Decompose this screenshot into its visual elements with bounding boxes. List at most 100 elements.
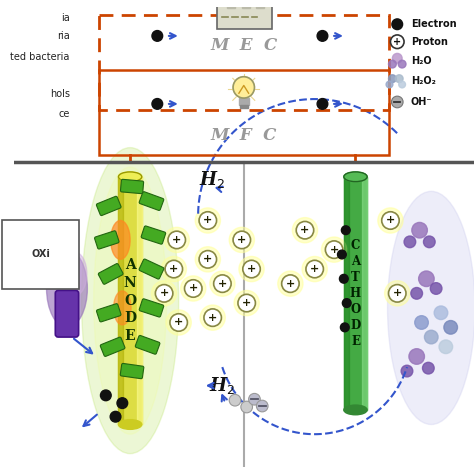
Text: H₂O₂: H₂O₂	[411, 75, 436, 86]
Text: Electron: Electron	[411, 19, 456, 29]
Circle shape	[278, 271, 303, 296]
Circle shape	[166, 310, 191, 335]
Text: +: +	[237, 235, 246, 245]
FancyBboxPatch shape	[94, 231, 119, 249]
Circle shape	[389, 60, 396, 68]
Circle shape	[415, 316, 428, 329]
Text: M  F  C: M F C	[210, 128, 277, 145]
FancyBboxPatch shape	[139, 299, 164, 317]
Circle shape	[199, 212, 217, 229]
Circle shape	[395, 75, 403, 82]
Text: +: +	[242, 298, 251, 308]
Circle shape	[234, 291, 259, 316]
Text: H$_2$: H$_2$	[209, 375, 236, 396]
Text: +: +	[393, 37, 401, 47]
Circle shape	[389, 75, 396, 82]
Circle shape	[392, 19, 402, 29]
Circle shape	[341, 226, 350, 235]
FancyBboxPatch shape	[139, 191, 164, 210]
FancyBboxPatch shape	[100, 337, 125, 356]
Circle shape	[168, 231, 185, 249]
Ellipse shape	[114, 291, 131, 325]
Circle shape	[210, 271, 235, 296]
Bar	[362, 177, 367, 410]
FancyBboxPatch shape	[141, 226, 165, 244]
Text: ria: ria	[57, 31, 70, 41]
Circle shape	[241, 401, 253, 413]
Circle shape	[200, 305, 225, 330]
Bar	[239, 98, 249, 105]
Circle shape	[170, 314, 187, 331]
Bar	[344, 177, 367, 410]
Bar	[137, 177, 142, 425]
Circle shape	[161, 256, 186, 282]
Circle shape	[238, 294, 255, 312]
Circle shape	[317, 99, 328, 109]
FancyBboxPatch shape	[135, 336, 160, 354]
Text: +: +	[329, 245, 339, 255]
Circle shape	[386, 81, 393, 88]
Circle shape	[184, 280, 202, 297]
Circle shape	[384, 281, 410, 306]
Circle shape	[233, 77, 255, 98]
Ellipse shape	[63, 252, 87, 296]
FancyBboxPatch shape	[217, 6, 272, 29]
Bar	[118, 177, 123, 425]
Circle shape	[339, 274, 348, 283]
Ellipse shape	[388, 191, 474, 425]
Bar	[344, 177, 349, 410]
Text: hols: hols	[50, 89, 70, 99]
Circle shape	[439, 340, 453, 354]
Circle shape	[282, 275, 299, 292]
Ellipse shape	[118, 172, 142, 182]
Circle shape	[155, 284, 173, 302]
Circle shape	[411, 288, 422, 299]
Text: M  E  C: M E C	[210, 37, 277, 54]
Text: ted bacteria: ted bacteria	[10, 52, 70, 62]
Circle shape	[249, 393, 260, 405]
Bar	[242, 3, 250, 8]
Circle shape	[152, 99, 163, 109]
Circle shape	[229, 394, 241, 406]
Bar	[118, 177, 142, 425]
Circle shape	[430, 283, 442, 294]
Circle shape	[382, 212, 399, 229]
Text: OXi: OXi	[31, 249, 50, 259]
Circle shape	[398, 60, 406, 68]
Text: +: +	[208, 313, 217, 323]
Text: +: +	[218, 279, 227, 289]
Circle shape	[389, 284, 406, 302]
Text: +: +	[172, 235, 182, 245]
Circle shape	[337, 250, 346, 259]
Circle shape	[392, 54, 402, 63]
Circle shape	[239, 256, 264, 282]
FancyBboxPatch shape	[97, 304, 121, 322]
Text: H₂O: H₂O	[411, 56, 431, 66]
Text: +: +	[301, 225, 310, 235]
Text: C
A
T
H
O
D
E: C A T H O D E	[350, 239, 361, 348]
Circle shape	[117, 398, 128, 409]
Circle shape	[412, 222, 428, 238]
Circle shape	[204, 309, 221, 327]
Bar	[256, 3, 264, 8]
Text: +: +	[310, 264, 319, 274]
Text: H$_2$: H$_2$	[199, 169, 225, 190]
Circle shape	[296, 221, 314, 239]
Circle shape	[110, 411, 121, 422]
Ellipse shape	[82, 147, 179, 454]
Ellipse shape	[46, 250, 87, 328]
Text: +: +	[392, 288, 402, 298]
Circle shape	[423, 236, 435, 248]
Circle shape	[378, 208, 403, 233]
Ellipse shape	[118, 419, 142, 429]
Circle shape	[302, 256, 328, 282]
Circle shape	[256, 400, 268, 412]
Circle shape	[317, 30, 328, 41]
Text: +: +	[169, 264, 178, 274]
Ellipse shape	[94, 167, 166, 434]
Circle shape	[419, 271, 434, 287]
Text: ce: ce	[58, 109, 70, 118]
Circle shape	[152, 281, 177, 306]
FancyBboxPatch shape	[120, 364, 144, 379]
Bar	[240, 105, 247, 108]
